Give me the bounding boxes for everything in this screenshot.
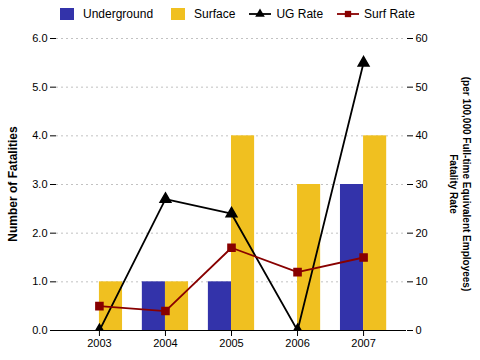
html-text:Underground: Underground	[83, 7, 154, 21]
svg-text:(per 100,000 Full-time Equival: (per 100,000 Full-time Equivalent Employ…	[461, 77, 472, 292]
svg-text:1.0: 1.0	[32, 275, 47, 287]
svg-text:40: 40	[416, 129, 428, 141]
svg-text:0.0: 0.0	[32, 324, 47, 336]
svg-text:Fatality Rate: Fatality Rate	[448, 154, 459, 214]
svg-text:2004: 2004	[153, 337, 177, 349]
svg-text:50: 50	[416, 81, 428, 93]
svg-text:2007: 2007	[351, 337, 375, 349]
svg-text:30: 30	[416, 178, 428, 190]
svg-text:2.0: 2.0	[32, 227, 47, 239]
svg-text:4.0: 4.0	[32, 129, 47, 141]
svg-text:20: 20	[416, 227, 428, 239]
html-text:Surf Rate: Surf Rate	[364, 7, 415, 21]
svg-text:5.0: 5.0	[32, 81, 47, 93]
svg-text:10: 10	[416, 275, 428, 287]
svg-text:2005: 2005	[219, 337, 243, 349]
html-text:UG Rate: UG Rate	[276, 7, 324, 21]
svg-text:6.0: 6.0	[32, 32, 47, 44]
svg-text:2003: 2003	[87, 337, 111, 349]
svg-text:3.0: 3.0	[32, 178, 47, 190]
svg-text:2006: 2006	[285, 337, 309, 349]
svg-text:60: 60	[416, 32, 428, 44]
html-text:Surface: Surface	[194, 7, 236, 21]
svg-text:0: 0	[416, 324, 422, 336]
svg-text:Number of Fatalities: Number of Fatalities	[6, 126, 20, 242]
